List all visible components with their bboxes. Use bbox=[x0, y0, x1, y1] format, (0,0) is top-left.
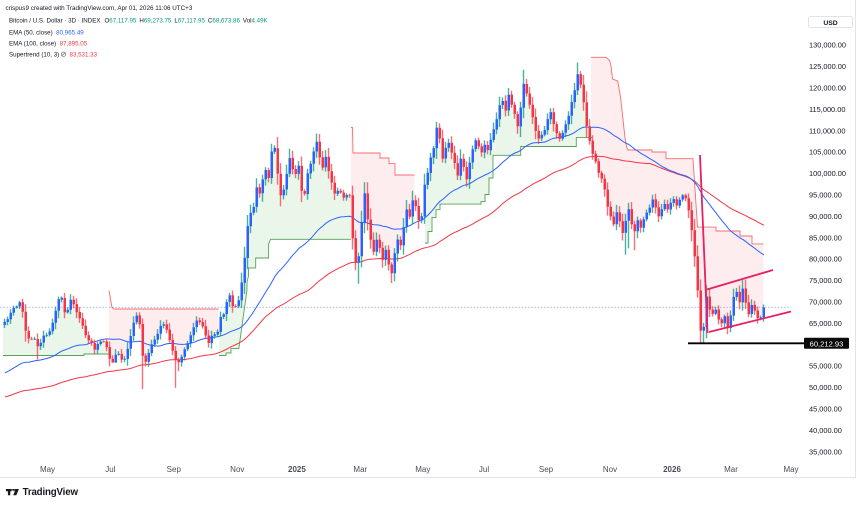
svg-text:120,000.00: 120,000.00 bbox=[809, 84, 846, 93]
svg-text:TradingView: TradingView bbox=[23, 487, 79, 498]
svg-text:90,000.00: 90,000.00 bbox=[809, 212, 842, 221]
svg-text:crispus9 created with TradingV: crispus9 created with TradingView.com, A… bbox=[6, 5, 193, 12]
svg-text:85,000.00: 85,000.00 bbox=[809, 233, 842, 242]
svg-text:105,000.00: 105,000.00 bbox=[809, 148, 846, 157]
svg-text:70,000.00: 70,000.00 bbox=[809, 298, 842, 307]
svg-text:83,531.33: 83,531.33 bbox=[70, 51, 98, 58]
svg-text:45,000.00: 45,000.00 bbox=[809, 405, 842, 414]
svg-text:100,000.00: 100,000.00 bbox=[809, 169, 846, 178]
svg-text:75,000.00: 75,000.00 bbox=[809, 276, 842, 285]
svg-text:EMA (50, close)80,965.49: EMA (50, close) 80,965.49 bbox=[9, 30, 84, 37]
svg-text:55,000.00: 55,000.00 bbox=[809, 362, 842, 371]
svg-text:USD: USD bbox=[823, 20, 837, 27]
svg-text:50,000.00: 50,000.00 bbox=[809, 383, 842, 392]
svg-text:Jul: Jul bbox=[105, 465, 115, 474]
svg-text:95,000.00: 95,000.00 bbox=[809, 191, 842, 200]
svg-text:2026: 2026 bbox=[663, 465, 681, 474]
svg-text:Jul: Jul bbox=[479, 465, 489, 474]
svg-text:40,000.00: 40,000.00 bbox=[809, 426, 842, 435]
svg-text:60,212.93: 60,212.93 bbox=[810, 340, 844, 349]
svg-text:Nov: Nov bbox=[230, 465, 244, 474]
svg-text:35,000.00: 35,000.00 bbox=[809, 447, 842, 456]
svg-text:May: May bbox=[40, 465, 55, 474]
svg-text:Sep: Sep bbox=[167, 465, 182, 474]
svg-text:Mar: Mar bbox=[724, 465, 738, 474]
svg-text:125,000.00: 125,000.00 bbox=[809, 62, 846, 71]
svg-text:May: May bbox=[783, 465, 798, 474]
svg-text:Bitcoin / U.S. Dollar · 3D · I: Bitcoin / U.S. Dollar · 3D · INDEX O67,11… bbox=[9, 17, 269, 24]
svg-text:Supertrend (10, 3): Supertrend (10, 3) bbox=[9, 51, 59, 58]
svg-text:115,000.00: 115,000.00 bbox=[809, 105, 845, 114]
svg-text:2025: 2025 bbox=[288, 465, 306, 474]
svg-text:110,000.00: 110,000.00 bbox=[809, 126, 845, 135]
svg-text:May: May bbox=[415, 465, 430, 474]
svg-text:65,000.00: 65,000.00 bbox=[809, 319, 842, 328]
svg-text:EMA (100, close)87,895.05: EMA (100, close) 87,895.05 bbox=[9, 41, 88, 48]
svg-text:Mar: Mar bbox=[353, 465, 367, 474]
svg-text:80,000.00: 80,000.00 bbox=[809, 255, 842, 264]
svg-text:Nov: Nov bbox=[603, 465, 617, 474]
svg-text:Sep: Sep bbox=[539, 465, 554, 474]
svg-text:130,000.00: 130,000.00 bbox=[809, 41, 846, 50]
